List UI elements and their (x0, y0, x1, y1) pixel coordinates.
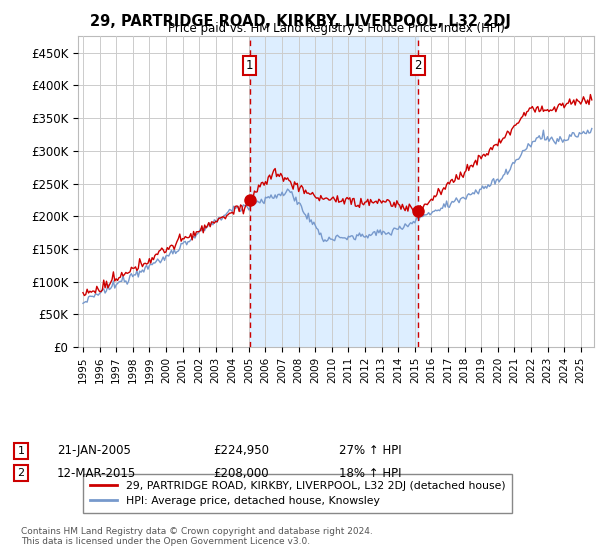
Text: 18% ↑ HPI: 18% ↑ HPI (339, 466, 401, 480)
Text: Contains HM Land Registry data © Crown copyright and database right 2024.
This d: Contains HM Land Registry data © Crown c… (21, 526, 373, 546)
Text: 21-JAN-2005: 21-JAN-2005 (57, 444, 131, 458)
Legend: 29, PARTRIDGE ROAD, KIRKBY, LIVERPOOL, L32 2DJ (detached house), HPI: Average pr: 29, PARTRIDGE ROAD, KIRKBY, LIVERPOOL, L… (83, 474, 512, 513)
Text: 12-MAR-2015: 12-MAR-2015 (57, 466, 136, 480)
Bar (250, 36, 418, 347)
Text: 29, PARTRIDGE ROAD, KIRKBY, LIVERPOOL, L32 2DJ: 29, PARTRIDGE ROAD, KIRKBY, LIVERPOOL, L… (89, 14, 511, 29)
Text: 1: 1 (17, 446, 25, 456)
Text: £208,000: £208,000 (213, 466, 269, 480)
Text: £224,950: £224,950 (213, 444, 269, 458)
Title: Price paid vs. HM Land Registry's House Price Index (HPI): Price paid vs. HM Land Registry's House … (167, 22, 505, 35)
Text: 2: 2 (17, 468, 25, 478)
Text: 1: 1 (246, 59, 253, 72)
Text: 2: 2 (415, 59, 422, 72)
Text: 27% ↑ HPI: 27% ↑ HPI (339, 444, 401, 458)
